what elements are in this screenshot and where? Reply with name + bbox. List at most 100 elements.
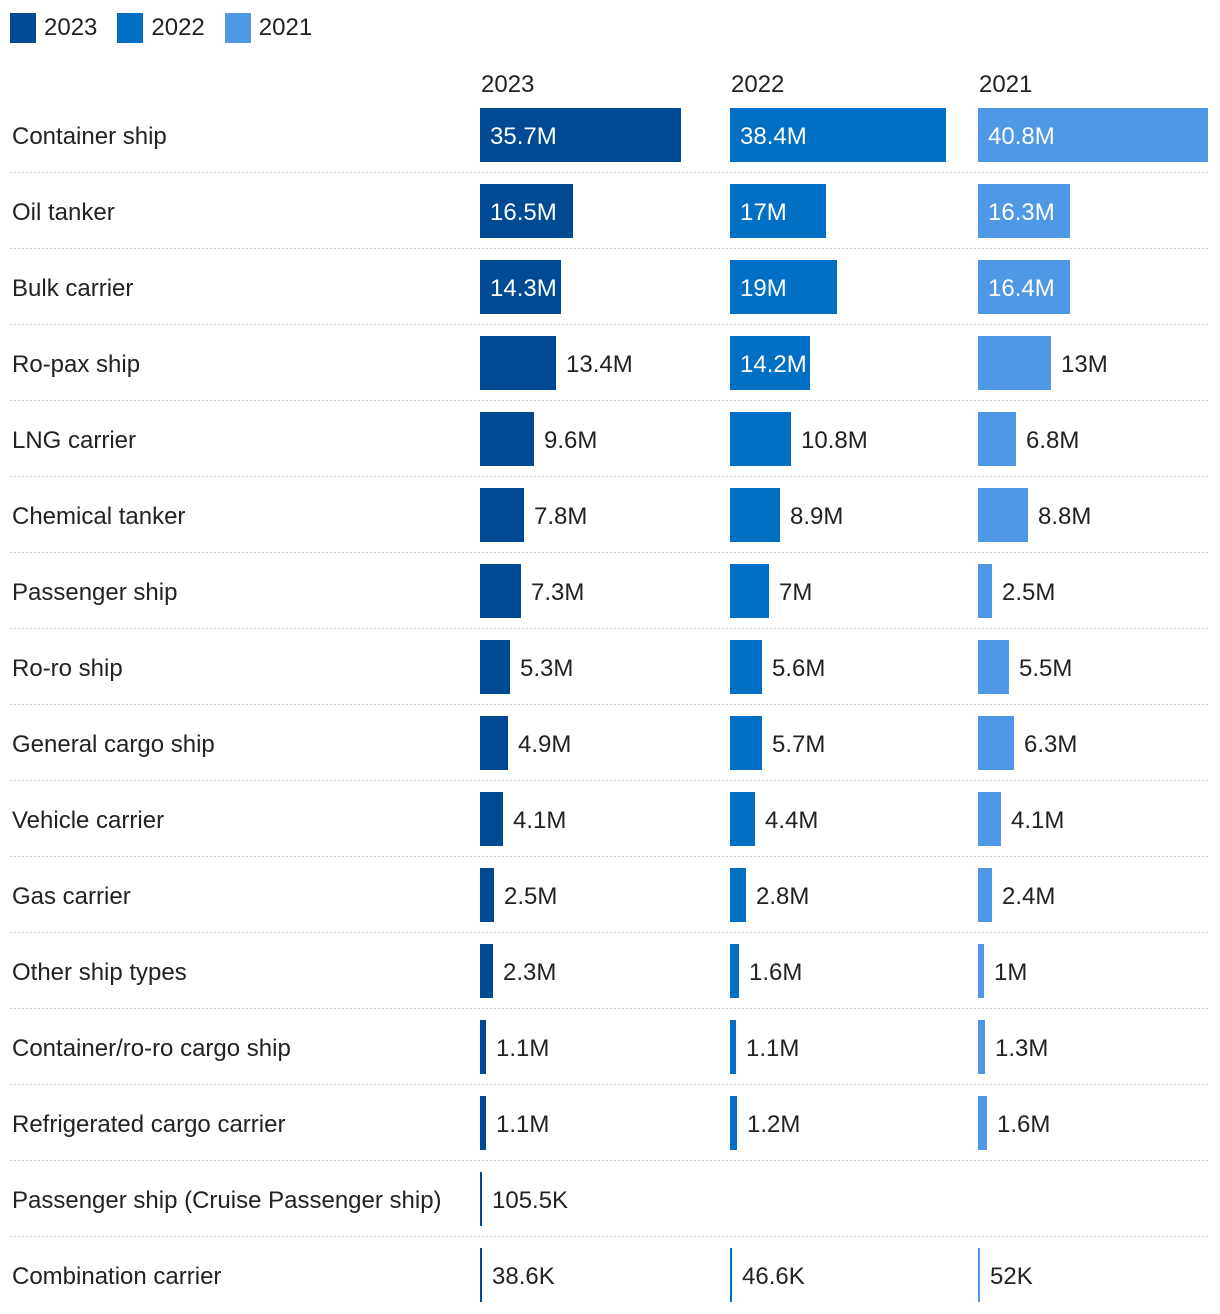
data-label-2021: 5.5M [1019, 655, 1072, 682]
data-label-2021: 2.5M [1002, 579, 1055, 606]
bar-2021 [978, 640, 1009, 694]
legend-item-2021[interactable]: 2021 [224, 13, 313, 43]
data-label-2023: 9.6M [544, 427, 597, 454]
category-label: Ro-ro ship [12, 655, 123, 682]
data-label-2022: 17M [740, 199, 787, 226]
bar-2022 [730, 792, 755, 846]
data-label-2022: 4.4M [765, 807, 818, 834]
bar-2021 [978, 792, 1001, 846]
bar-2023 [480, 640, 510, 694]
bar-2023 [480, 1248, 482, 1302]
bar-2022 [730, 1020, 736, 1074]
category-label: Ro-pax ship [12, 351, 140, 378]
bar-2023 [480, 184, 573, 238]
bar-2021 [978, 108, 1208, 162]
column-header-2022: 2022 [731, 71, 784, 98]
bar-2022 [730, 564, 769, 618]
data-label-2023: 35.7M [490, 123, 557, 150]
category-label: Other ship types [12, 959, 187, 986]
legend-item-2022[interactable]: 2022 [117, 13, 205, 43]
legend-label-2023: 2023 [44, 14, 98, 41]
bar-2023 [480, 1096, 486, 1150]
legend-swatch-2022 [117, 13, 144, 43]
data-label-2021: 1.6M [997, 1111, 1050, 1138]
bar-2021 [978, 944, 984, 998]
legend-label-2022: 2022 [151, 14, 205, 41]
category-label: Combination carrier [12, 1263, 221, 1290]
category-label: Container ship [12, 123, 167, 150]
data-label-2021: 16.4M [988, 275, 1055, 302]
data-label-2021: 13M [1061, 351, 1108, 378]
category-label: Gas carrier [12, 883, 131, 910]
data-label-2021: 1.3M [995, 1035, 1048, 1062]
data-label-2021: 6.3M [1024, 731, 1077, 758]
category-label: Passenger ship (Cruise Passenger ship) [12, 1187, 442, 1214]
data-label-2023: 14.3M [490, 275, 557, 302]
bar-2023 [480, 412, 534, 466]
bar-2021 [978, 412, 1016, 466]
data-label-2023: 7.8M [534, 503, 587, 530]
data-label-2023: 7.3M [531, 579, 584, 606]
category-label: Refrigerated cargo carrier [12, 1111, 285, 1138]
category-label: Chemical tanker [12, 503, 185, 530]
data-label-2022: 5.6M [772, 655, 825, 682]
bar-2023 [480, 716, 508, 770]
legend-label-2021: 2021 [258, 14, 313, 41]
category-label: Passenger ship [12, 579, 177, 606]
legend: 2023 2022 2021 [10, 12, 332, 44]
data-label-2023: 1.1M [496, 1035, 549, 1062]
bar-2021 [978, 564, 992, 618]
legend-swatch-2023 [10, 13, 36, 43]
data-label-2023: 5.3M [520, 655, 573, 682]
category-label: General cargo ship [12, 731, 215, 758]
bar-2023 [480, 792, 503, 846]
data-label-2022: 46.6K [742, 1263, 805, 1290]
data-label-2022: 8.9M [790, 503, 843, 530]
bar-2022 [730, 412, 791, 466]
bar-2023 [480, 488, 524, 542]
data-label-2023: 38.6K [492, 1263, 555, 1290]
data-label-2023: 2.5M [504, 883, 557, 910]
bar-2022 [730, 488, 780, 542]
bar-2022 [730, 944, 739, 998]
column-header-2023: 2023 [481, 71, 534, 98]
data-label-2023: 4.1M [513, 807, 566, 834]
bar-2023 [480, 108, 681, 162]
bar-2023 [480, 260, 561, 314]
bar-2022 [730, 868, 746, 922]
bar-2023 [480, 1020, 486, 1074]
bar-2022 [730, 336, 810, 390]
bar-2021 [978, 1248, 980, 1302]
bar-2023 [480, 564, 521, 618]
bar-2023 [480, 868, 494, 922]
data-label-2021: 40.8M [988, 123, 1055, 150]
bar-2022 [730, 1248, 732, 1302]
bar-2021 [978, 716, 1014, 770]
data-label-2022: 38.4M [740, 123, 807, 150]
bar-2021 [978, 1096, 987, 1150]
bar-2021 [978, 488, 1028, 542]
data-label-2022: 10.8M [801, 427, 868, 454]
category-label: Vehicle carrier [12, 807, 164, 834]
column-header-2021: 2021 [979, 71, 1032, 98]
data-label-2022: 5.7M [772, 731, 825, 758]
bar-2022 [730, 260, 837, 314]
data-label-2022: 14.2M [740, 351, 807, 378]
legend-item-2023[interactable]: 2023 [10, 13, 97, 43]
bar-2022 [730, 108, 946, 162]
data-label-2022: 7M [779, 579, 812, 606]
data-label-2021: 6.8M [1026, 427, 1079, 454]
data-label-2023: 13.4M [566, 351, 633, 378]
bar-2022 [730, 184, 826, 238]
bar-2023 [480, 1172, 482, 1226]
data-label-2022: 1.6M [749, 959, 802, 986]
category-label: Oil tanker [12, 199, 115, 226]
category-label: LNG carrier [12, 427, 136, 454]
data-label-2023: 105.5K [492, 1187, 568, 1214]
bar-2022 [730, 716, 762, 770]
bar-2023 [480, 336, 556, 390]
legend-swatch-2021 [224, 13, 251, 43]
data-label-2022: 1.1M [746, 1035, 799, 1062]
data-label-2023: 4.9M [518, 731, 571, 758]
